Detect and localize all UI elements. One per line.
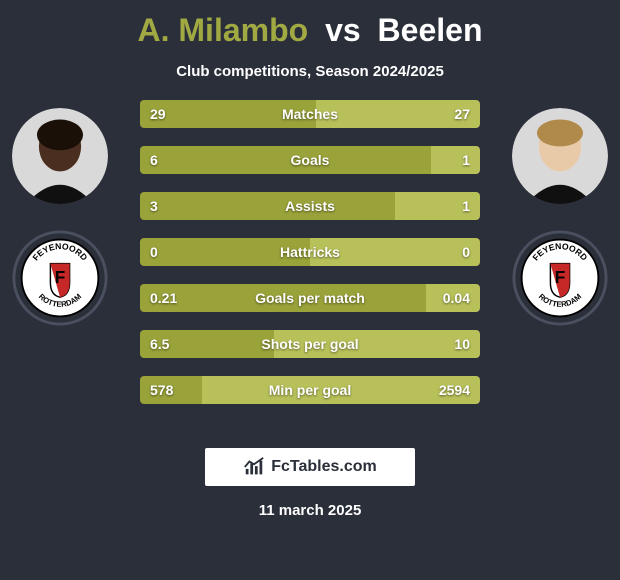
stat-bar-right	[431, 146, 480, 174]
player2-avatar	[512, 108, 608, 204]
stat-label: Assists	[285, 192, 335, 220]
stat-bar-left	[140, 192, 395, 220]
player2-name: Beelen	[378, 12, 483, 48]
stat-label: Goals	[291, 146, 330, 174]
svg-text:F: F	[555, 267, 566, 287]
stat-label: Goals per match	[255, 284, 365, 312]
stat-row: 3 1 Assists	[140, 192, 480, 220]
brand-badge: FcTables.com	[205, 448, 415, 486]
stat-row: 6 1 Goals	[140, 146, 480, 174]
svg-text:F: F	[55, 267, 66, 287]
player1-name: A. Milambo	[138, 12, 309, 48]
stat-value-right: 27	[454, 100, 470, 128]
stat-row: 29 27 Matches	[140, 100, 480, 128]
stat-value-left: 0	[150, 238, 158, 266]
stat-value-left: 3	[150, 192, 158, 220]
stat-value-left: 29	[150, 100, 166, 128]
comparison-title: A. Milambo vs Beelen	[0, 0, 620, 49]
subtitle: Club competitions, Season 2024/2025	[0, 63, 620, 80]
stat-label: Hattricks	[280, 238, 340, 266]
player2-club-badge: FEYENOORD ROTTERDAM F	[512, 230, 608, 326]
player2-avatar-svg	[512, 108, 608, 204]
stat-row: 6.5 10 Shots per goal	[140, 330, 480, 358]
stat-row: 0 0 Hattricks	[140, 238, 480, 266]
stat-label: Min per goal	[269, 376, 351, 404]
stat-value-right: 0.04	[443, 284, 470, 312]
vs-text: vs	[325, 12, 361, 48]
stat-value-right: 10	[454, 330, 470, 358]
stat-value-left: 6.5	[150, 330, 169, 358]
stat-value-right: 1	[462, 146, 470, 174]
stat-value-right: 1	[462, 192, 470, 220]
stat-label: Shots per goal	[261, 330, 358, 358]
player1-avatar	[12, 108, 108, 204]
stat-value-right: 2594	[439, 376, 470, 404]
comparison-container: FEYENOORD ROTTERDAM F FEYENOORD ROTTERDA…	[0, 100, 620, 430]
player1-club-badge: FEYENOORD ROTTERDAM F	[12, 230, 108, 326]
stat-value-right: 0	[462, 238, 470, 266]
chart-icon	[243, 456, 265, 478]
stat-label: Matches	[282, 100, 338, 128]
stat-row: 0.21 0.04 Goals per match	[140, 284, 480, 312]
club-badge-svg-left: FEYENOORD ROTTERDAM F	[12, 230, 108, 326]
stat-bar-left	[140, 146, 431, 174]
brand-text: FcTables.com	[271, 458, 377, 476]
stat-value-left: 6	[150, 146, 158, 174]
stat-bars: 29 27 Matches 6 1 Goals 3 1 Assists 0 0 Hattricks 0.…	[140, 100, 480, 422]
date-text: 11 march 2025	[0, 502, 620, 519]
stat-value-left: 0.21	[150, 284, 177, 312]
stat-row: 578 2594 Min per goal	[140, 376, 480, 404]
club-badge-svg-right: FEYENOORD ROTTERDAM F	[512, 230, 608, 326]
player1-avatar-svg	[12, 108, 108, 204]
stat-value-left: 578	[150, 376, 173, 404]
